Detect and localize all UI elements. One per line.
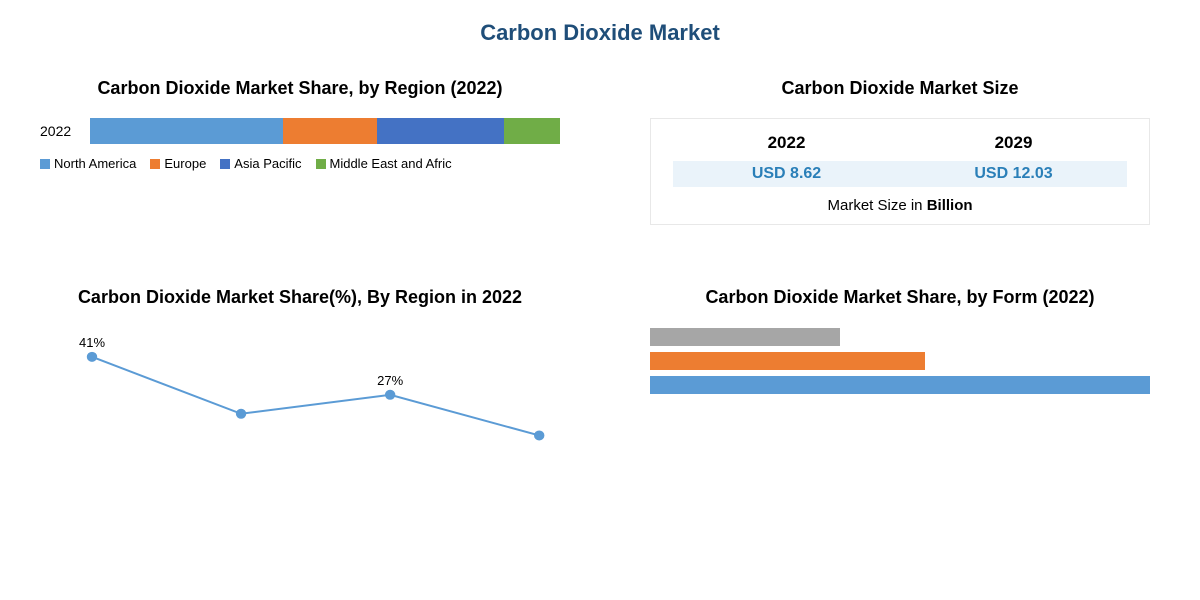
line-marker — [534, 430, 544, 440]
line-point-label: 27% — [377, 373, 403, 388]
market-size-title: Carbon Dioxide Market Size — [640, 76, 1160, 100]
legend-swatch — [220, 159, 230, 169]
form-bar — [650, 328, 840, 346]
line-marker — [385, 389, 395, 399]
market-size-column: 2029 USD 12.03 — [900, 133, 1127, 187]
market-size-year: 2022 — [673, 133, 900, 153]
market-size-column: 2022 USD 8.62 — [673, 133, 900, 187]
market-size-value: USD 12.03 — [900, 161, 1127, 187]
legend-swatch — [40, 159, 50, 169]
region-stacked-panel: Carbon Dioxide Market Share, by Region (… — [40, 76, 560, 225]
stacked-segment — [377, 118, 504, 144]
legend-item: Asia Pacific — [220, 156, 301, 171]
legend-label: Middle East and Afric — [330, 156, 452, 171]
line-point-label: 41% — [79, 335, 105, 350]
stacked-segment — [283, 118, 377, 144]
form-bar — [650, 352, 925, 370]
region-line-title: Carbon Dioxide Market Share(%), By Regio… — [40, 285, 560, 309]
legend-label: Asia Pacific — [234, 156, 301, 171]
stacked-segment — [90, 118, 283, 144]
legend-swatch — [150, 159, 160, 169]
form-bars-panel: Carbon Dioxide Market Share, by Form (20… — [640, 285, 1160, 477]
market-size-footer-bold: Billion — [927, 197, 973, 214]
form-bar-row — [650, 328, 1150, 346]
region-line-panel: Carbon Dioxide Market Share(%), By Regio… — [40, 285, 560, 477]
stacked-bar-ylabel: 2022 — [40, 123, 76, 139]
market-size-footer-prefix: Market Size in — [827, 197, 926, 214]
form-bar — [650, 376, 1150, 394]
legend-label: North America — [54, 156, 136, 171]
stacked-bar — [90, 118, 560, 144]
stacked-bar-legend: North America Europe Asia Pacific Middle Ea… — [40, 156, 560, 171]
line-path — [92, 356, 539, 435]
stacked-segment — [504, 118, 560, 144]
market-size-panel: Carbon Dioxide Market Size 2022 USD 8.622… — [640, 76, 1160, 225]
market-size-value: USD 8.62 — [673, 161, 900, 187]
region-line-chart: 41% 27% — [40, 328, 560, 478]
market-size-columns: 2022 USD 8.622029 USD 12.03 — [673, 133, 1127, 187]
legend-item: Europe — [150, 156, 206, 171]
page-title: Carbon Dioxide Market — [40, 20, 1160, 46]
form-bar-row — [650, 352, 1150, 370]
legend-item: Middle East and Afric — [316, 156, 452, 171]
line-marker — [87, 351, 97, 361]
form-bars-title: Carbon Dioxide Market Share, by Form (20… — [640, 285, 1160, 309]
stacked-bar-row: 2022 — [40, 118, 560, 144]
market-size-footer: Market Size in Billion — [673, 197, 1127, 214]
legend-item: North America — [40, 156, 136, 171]
form-bar-row — [650, 376, 1150, 394]
market-size-year: 2029 — [900, 133, 1127, 153]
form-bars-chart — [640, 328, 1160, 394]
legend-swatch — [316, 159, 326, 169]
region-stacked-title: Carbon Dioxide Market Share, by Region (… — [40, 76, 560, 100]
chart-grid: Carbon Dioxide Market Share, by Region (… — [40, 76, 1160, 478]
line-marker — [236, 408, 246, 418]
line-svg — [40, 328, 560, 478]
legend-label: Europe — [164, 156, 206, 171]
market-size-box: 2022 USD 8.622029 USD 12.03 Market Size in… — [650, 118, 1150, 225]
